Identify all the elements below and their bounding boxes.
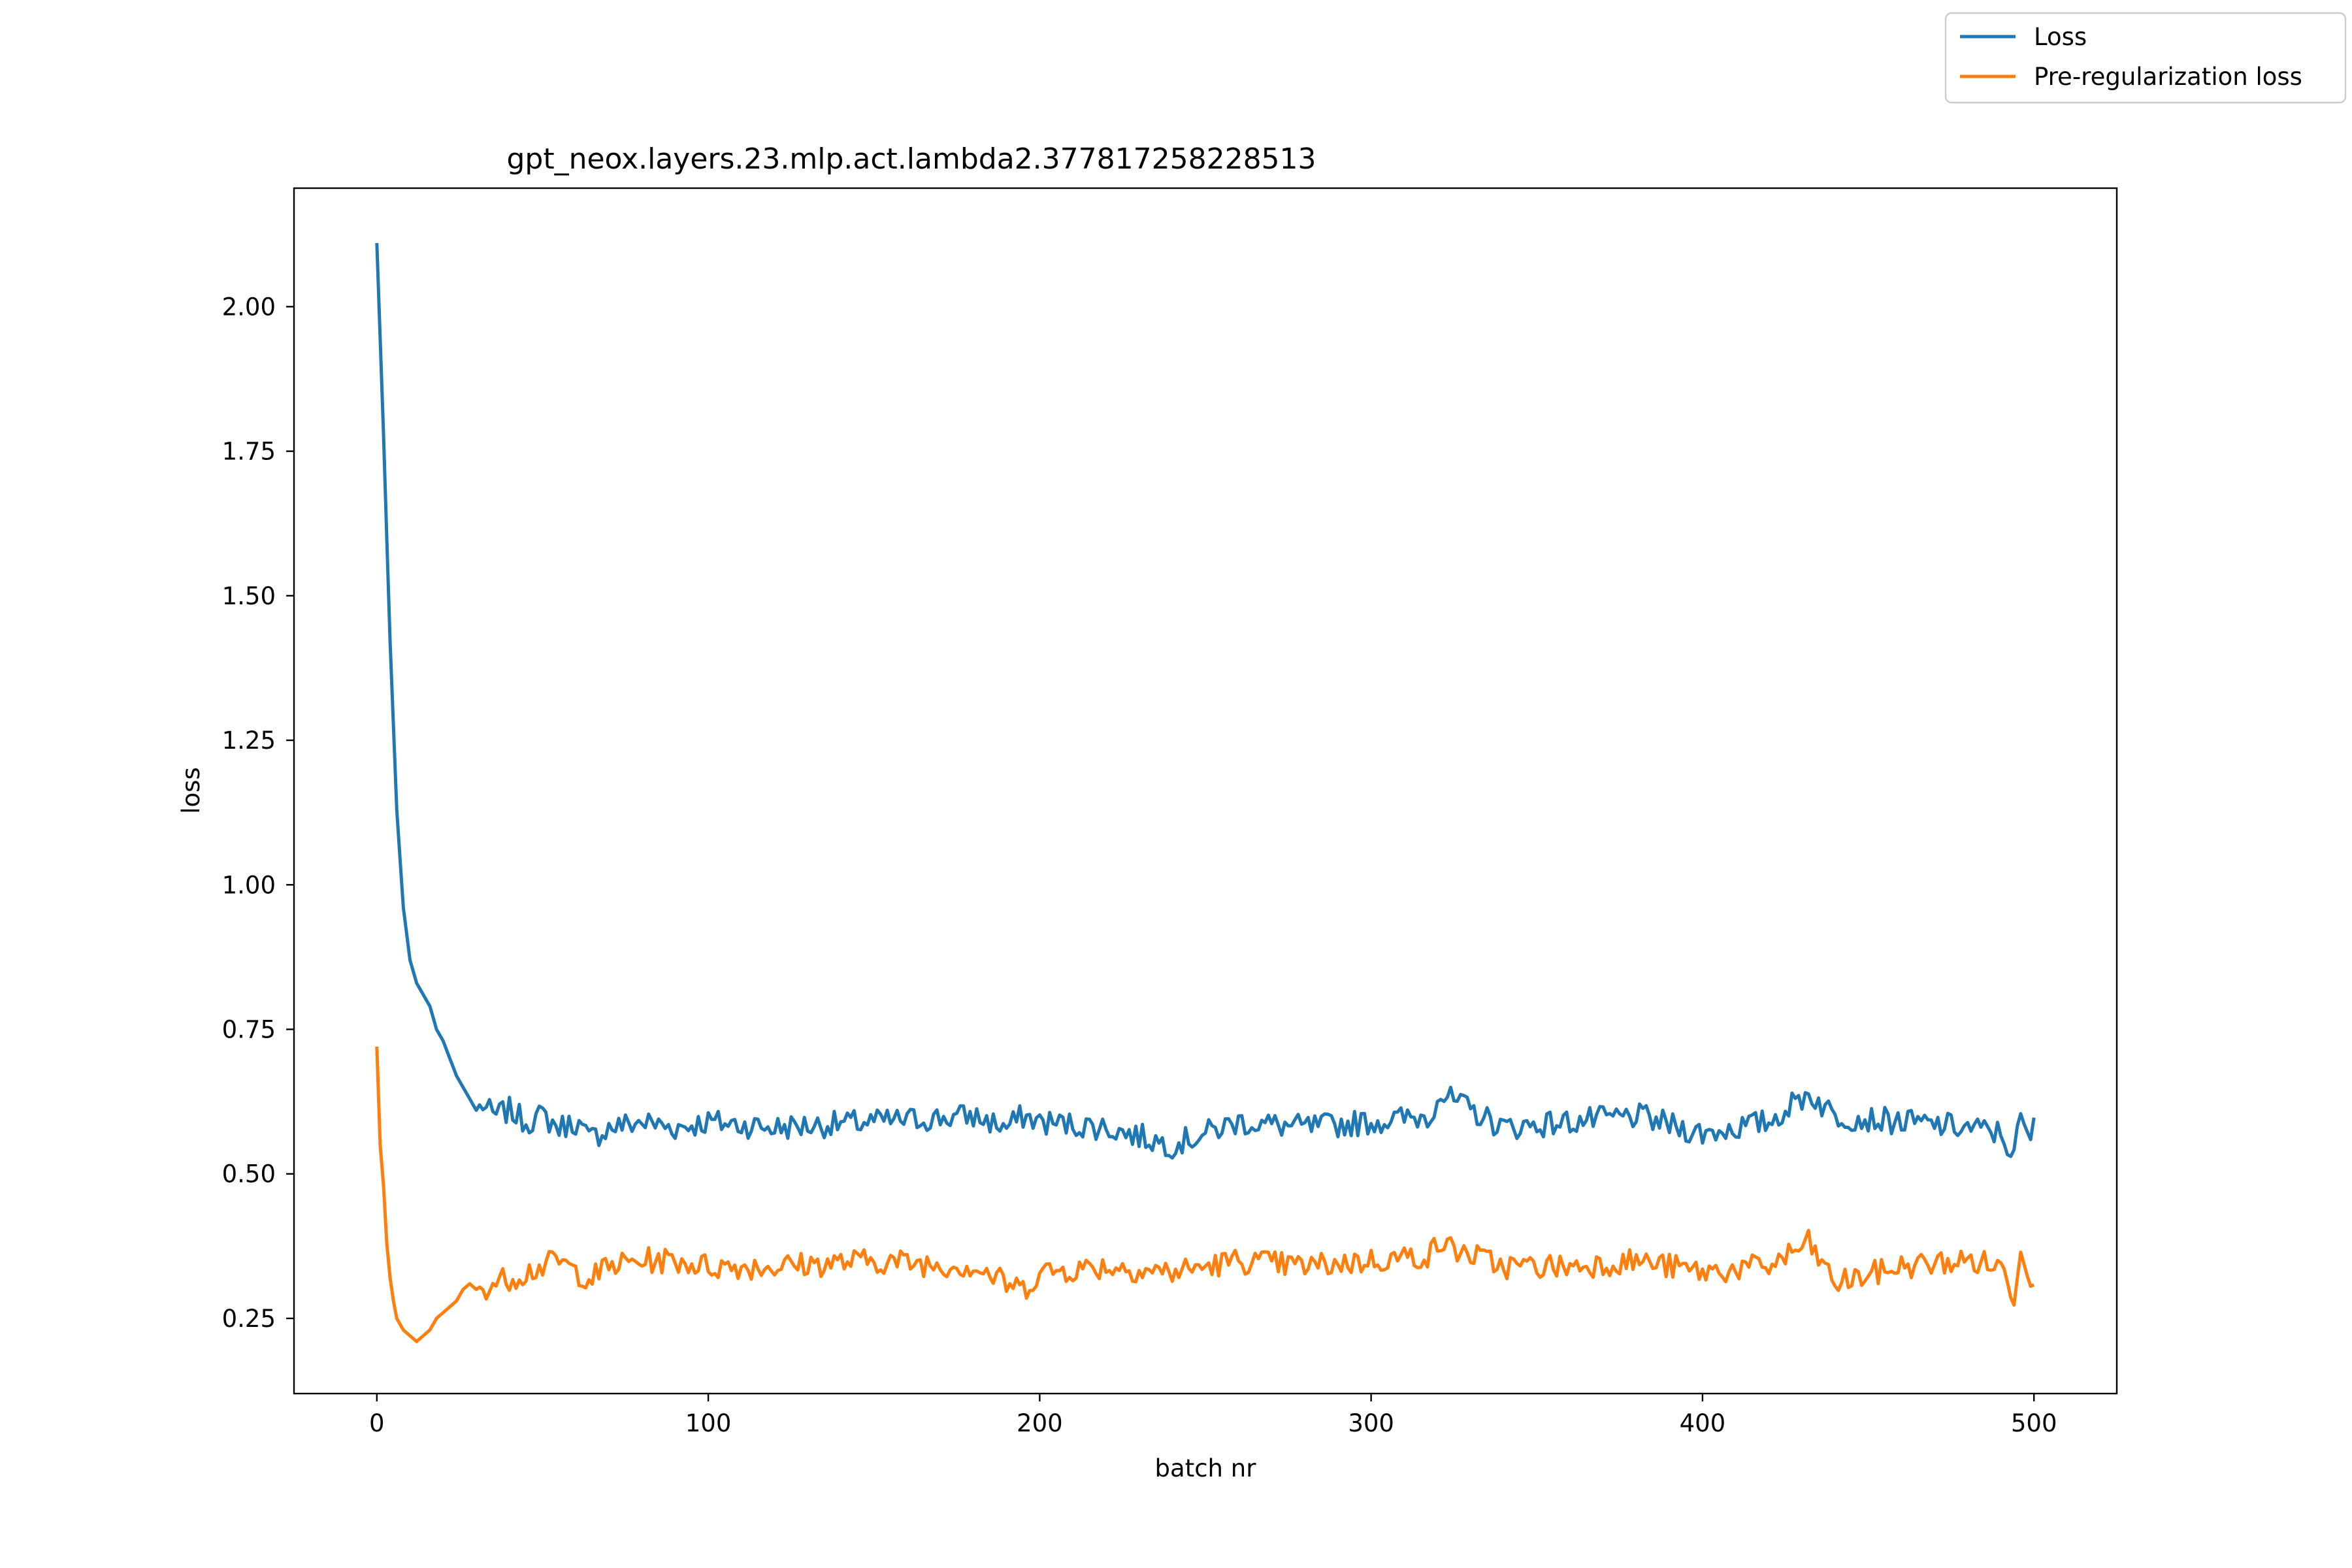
legend-label-pre-regularization-loss: Pre-regularization loss: [2034, 63, 2302, 91]
y-tick-label: 1.50: [222, 582, 276, 610]
legend-label-loss: Loss: [2034, 23, 2087, 51]
x-tick-label: 200: [1017, 1409, 1063, 1437]
x-tick-label: 500: [2011, 1409, 2057, 1437]
series-layer: [375, 243, 2036, 1343]
plot-frame: [293, 187, 2118, 1395]
y-axis-ticks: 0.25 0.50 0.75 1.00 1.25 1.50 1.75 2.00: [222, 293, 294, 1333]
chart-title: gpt_neox.layers.23.mlp.act.lambda2.37781…: [506, 142, 1316, 176]
x-axis-ticks: 0 100 200 300 400 500: [369, 1394, 2057, 1437]
series-line-loss: [375, 243, 2036, 1160]
y-tick-label: 0.75: [222, 1016, 276, 1044]
y-tick-label: 2.00: [222, 293, 276, 321]
y-tick-label: 0.50: [222, 1160, 276, 1188]
legend-frame: [1944, 12, 2347, 104]
plot-area: [293, 187, 2118, 1395]
x-axis-label: batch nr: [1155, 1454, 1257, 1482]
x-tick-label: 300: [1348, 1409, 1394, 1437]
y-tick-label: 1.00: [222, 871, 276, 899]
x-tick-label: 100: [685, 1409, 732, 1437]
series-line-pre-regularization-loss: [375, 1047, 2035, 1343]
x-tick-label: 400: [1680, 1409, 1726, 1437]
legend: Loss Pre-regularization loss: [1944, 12, 2347, 104]
y-tick-label: 1.25: [222, 727, 276, 755]
y-tick-label: 1.75: [222, 438, 276, 466]
y-axis-label: loss: [177, 767, 205, 813]
x-tick-label: 0: [369, 1409, 385, 1437]
y-tick-label: 0.25: [222, 1305, 276, 1333]
